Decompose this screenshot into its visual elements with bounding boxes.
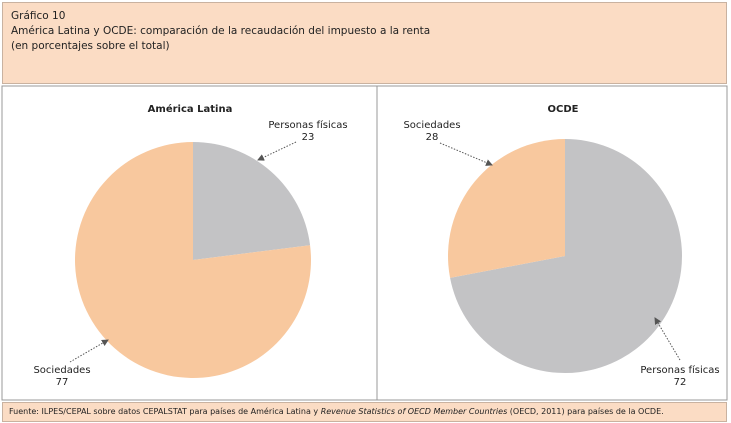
figure-label: Gráfico 10 — [11, 10, 66, 22]
panel-frame — [1, 85, 728, 401]
slice-label: Personas físicas — [268, 119, 347, 131]
source-text: (OECD, 2011) para países de la OCDE. — [507, 407, 664, 416]
figure-subtitle: (en porcentajes sobre el total) — [11, 40, 170, 52]
slice-label: Sociedades — [33, 365, 90, 376]
pie-title: América Latina — [148, 103, 233, 115]
slice-value: 28 — [426, 132, 439, 143]
leader — [69, 339, 109, 363]
figure-title: América Latina y OCDE: comparación de la… — [11, 25, 431, 37]
pie-slice — [193, 142, 311, 260]
pie-slice — [450, 139, 683, 374]
header: Gráfico 10 América Latina y OCDE: compar… — [2, 2, 727, 84]
slice-label: Sociedades — [403, 120, 460, 131]
slice-value: 72 — [674, 377, 687, 388]
pie-slice — [74, 142, 312, 378]
leader — [439, 142, 493, 166]
source: Fuente: ILPES/CEPAL sobre datos CEPALSTA… — [2, 402, 727, 422]
slice-value: 77 — [56, 377, 69, 388]
slice-value: 23 — [302, 132, 315, 143]
leader — [257, 141, 297, 161]
leader — [654, 317, 681, 361]
slice-label: Personas físicas — [640, 364, 719, 376]
source-text: Revenue Statistics of OECD Member Countr… — [320, 407, 508, 416]
source-text: Fuente: ILPES/CEPAL sobre datos CEPALSTA… — [9, 407, 321, 416]
pie-slice — [447, 139, 565, 278]
pie-title: OCDE — [548, 104, 579, 115]
